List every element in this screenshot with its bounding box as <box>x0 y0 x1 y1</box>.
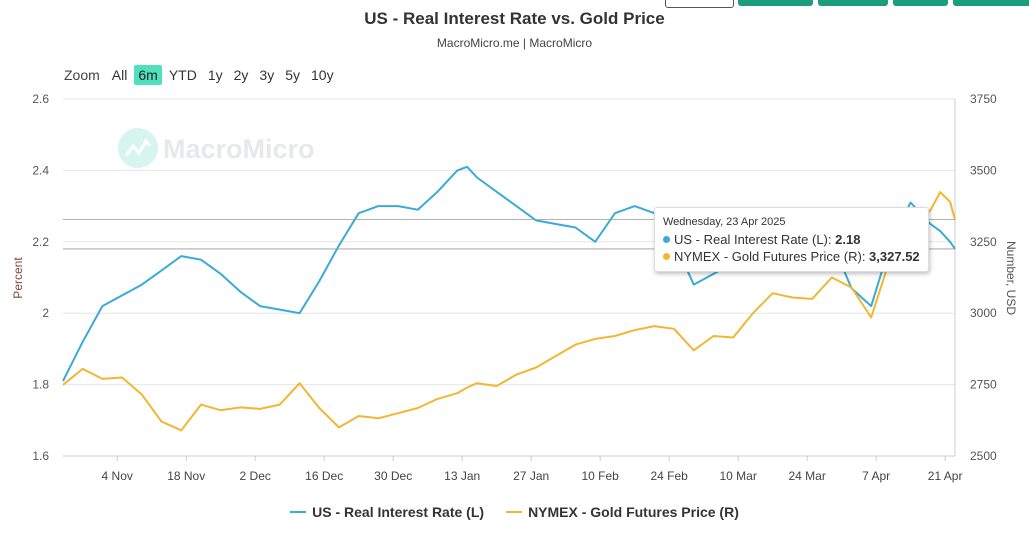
x-tick-label: 24 Feb <box>650 469 688 483</box>
series-line-real-rate <box>62 165 956 382</box>
range-button-1y[interactable]: 1y <box>207 67 223 83</box>
y-left-tick-label: 2.4 <box>32 163 49 177</box>
y-left-tick-label: 1.8 <box>32 378 49 392</box>
tooltip-value: 3,327.52 <box>869 249 920 264</box>
legend-line-icon <box>290 511 307 513</box>
y-left-tick-label: 2.2 <box>32 235 49 249</box>
top-button-2[interactable] <box>818 0 888 6</box>
legend-item-rate[interactable]: US - Real Interest Rate (L) <box>290 504 484 520</box>
x-tick-label: 10 Mar <box>719 469 756 483</box>
y-right-axis-title: Number, USD <box>1004 241 1018 315</box>
tooltip-value: 2.18 <box>835 232 861 247</box>
chart-title: US - Real Interest Rate vs. Gold Price <box>364 9 665 28</box>
range-button-6m[interactable]: 6m <box>134 65 162 85</box>
top-button-1[interactable] <box>738 0 813 6</box>
y-left-tick-label: 1.6 <box>32 449 49 463</box>
legend-label: US - Real Interest Rate (L) <box>312 504 485 520</box>
x-tick-label: 24 Mar <box>788 469 825 483</box>
range-button-10y[interactable]: 10y <box>311 67 334 83</box>
x-tick-label: 27 Jan <box>513 469 549 483</box>
x-tick-label: 30 Dec <box>374 469 412 483</box>
y-left-tick-label: 2 <box>42 306 49 320</box>
series-dot-icon <box>663 236 670 243</box>
tooltip-date: Wednesday, 23 Apr 2025 <box>663 216 786 228</box>
tooltip: Wednesday, 23 Apr 2025 US - Real Interes… <box>654 207 929 272</box>
y-right-tick-label: 2500 <box>970 449 997 463</box>
watermark-logo-icon <box>118 128 158 168</box>
tooltip-label: NYMEX - Gold Futures Price (R): <box>674 249 870 264</box>
top-button-3[interactable] <box>893 0 948 6</box>
range-button-all[interactable]: All <box>111 67 128 83</box>
watermark-logo-mark <box>124 138 152 157</box>
tooltip-row-rate: US - Real Interest Rate (L): 2.18 <box>663 231 920 248</box>
y-right-tick-label: 3500 <box>970 163 997 177</box>
x-tick-label: 18 Nov <box>167 469 205 483</box>
range-button-ytd[interactable]: YTD <box>168 67 197 83</box>
y-right-tick-label: 2750 <box>970 378 997 392</box>
tooltip-row-gold: NYMEX - Gold Futures Price (R): 3,327.52 <box>663 248 920 265</box>
tooltip-label: US - Real Interest Rate (L): <box>674 232 836 247</box>
y-right-tick-label: 3000 <box>970 306 997 320</box>
y-right-tick-label: 3250 <box>970 235 997 249</box>
legend-label: NYMEX - Gold Futures Price (R) <box>528 504 739 520</box>
legend: US - Real Interest Rate (L) NYMEX - Gold… <box>0 504 1029 520</box>
range-button-3y[interactable]: 3y <box>259 67 275 83</box>
series-line-gold-price <box>62 191 956 432</box>
x-tick-label: 10 Feb <box>581 469 619 483</box>
y-left-axis-title: Percent <box>11 257 25 299</box>
top-button-outline[interactable] <box>665 0 734 8</box>
range-button-2y[interactable]: 2y <box>233 67 249 83</box>
top-button-4[interactable] <box>953 0 1029 6</box>
x-tick-label: 21 Apr <box>928 469 963 483</box>
watermark-text: MacroMicro <box>163 134 315 164</box>
x-tick-label: 4 Nov <box>102 469 133 483</box>
range-button-5y[interactable]: 5y <box>285 67 300 83</box>
x-tick-label: 7 Apr <box>862 469 890 483</box>
legend-line-icon <box>506 511 523 513</box>
x-tick-label: 13 Jan <box>444 469 480 483</box>
zoom-label: Zoom <box>64 67 100 83</box>
y-left-tick-label: 2.6 <box>32 92 49 106</box>
series-dot-icon <box>663 253 670 260</box>
legend-item-gold[interactable]: NYMEX - Gold Futures Price (R) <box>506 504 739 520</box>
x-tick-label: 16 Dec <box>305 469 343 483</box>
range-selector: Zoom All 6m YTD 1y 2y 3y 5y 10y <box>64 65 341 85</box>
x-tick-label: 2 Dec <box>240 469 271 483</box>
y-right-tick-label: 3750 <box>970 92 997 106</box>
chart-subtitle: MacroMicro.me | MacroMicro <box>436 36 593 50</box>
